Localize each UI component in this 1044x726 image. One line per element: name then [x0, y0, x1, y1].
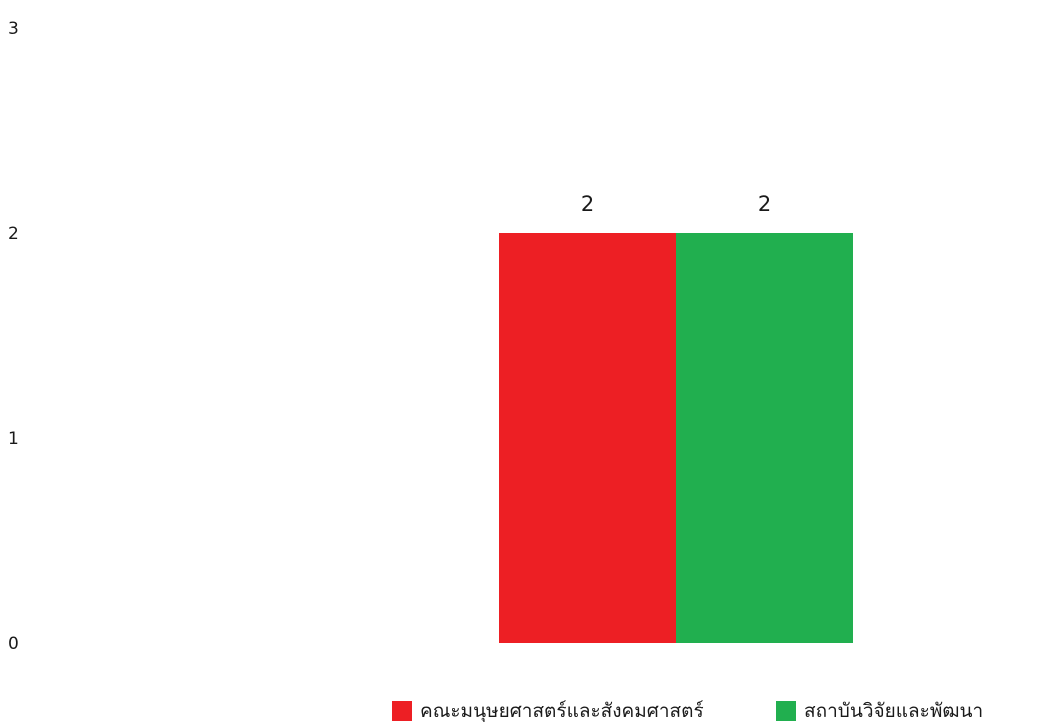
bar-0 [499, 233, 676, 643]
y-axis: 0 1 2 3 [8, 19, 19, 654]
y-tick-label: 3 [8, 19, 19, 39]
legend-item-research-institute: สถาบันวิจัยและพัฒนา [776, 696, 983, 726]
legend-swatch-humanities [392, 701, 412, 721]
bar-1 [676, 233, 853, 643]
legend: คณะมนุษยศาสตร์และสังคมศาสตร์ สถาบันวิจัย… [0, 696, 1044, 724]
legend-item-humanities: คณะมนุษยศาสตร์และสังคมศาสตร์ [392, 696, 704, 726]
y-tick-label: 2 [8, 224, 19, 244]
legend-label-research-institute: สถาบันวิจัยและพัฒนา [804, 700, 984, 722]
data-label-1: 2 [758, 192, 771, 216]
legend-swatch-research-institute [776, 701, 796, 721]
y-tick-label: 0 [8, 634, 19, 654]
bars [499, 233, 853, 643]
data-label-0: 2 [581, 192, 594, 216]
legend-label-humanities: คณะมนุษยศาสตร์และสังคมศาสตร์ [420, 700, 704, 722]
y-tick-label: 1 [8, 429, 19, 449]
